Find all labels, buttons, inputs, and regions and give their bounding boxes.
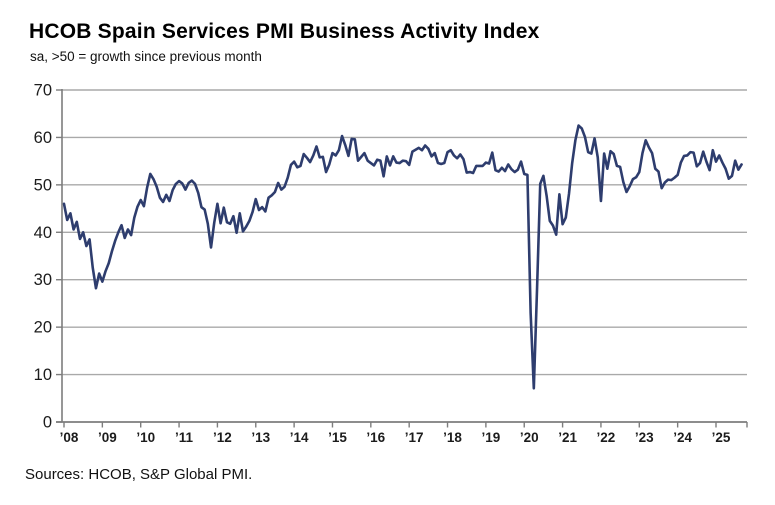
x-tick-label: ’11 [175,430,194,445]
x-tick-label: ’18 [443,430,462,445]
pmi-line [62,124,743,390]
y-tick-label: 70 [34,82,52,100]
source-note: Sources: HCOB, S&P Global PMI. [25,466,253,483]
x-tick-label: ’10 [136,430,155,445]
x-tick-label: ’23 [635,430,654,445]
x-tick-label: ’16 [366,430,385,445]
y-tick-label: 0 [43,414,52,432]
x-tick-label: ’20 [520,430,539,445]
x-tick-label: ’19 [481,430,500,445]
x-tick-label: ’24 [673,430,692,445]
chart-subtitle: sa, >50 = growth since previous month [30,49,262,64]
x-tick-label: ’21 [558,430,577,445]
y-tick-label: 40 [34,224,52,242]
x-tick-label: ’22 [597,430,616,445]
x-tick-label: ’25 [712,430,731,445]
x-tick-label: ’13 [251,430,270,445]
x-tick-label: ’08 [60,430,79,445]
x-tick-label: ’09 [98,430,117,445]
chart-title: HCOB Spain Services PMI Business Activit… [29,20,540,43]
y-tick-label: 30 [34,271,52,289]
x-tick-label: ’12 [213,430,232,445]
y-tick-label: 10 [34,366,52,384]
x-tick-label: ’17 [405,430,424,445]
y-tick-label: 20 [34,319,52,337]
x-tick-label: ’14 [290,430,309,445]
y-tick-label: 50 [34,176,52,194]
y-tick-label: 60 [34,129,52,147]
x-tick-label: ’15 [328,430,347,445]
